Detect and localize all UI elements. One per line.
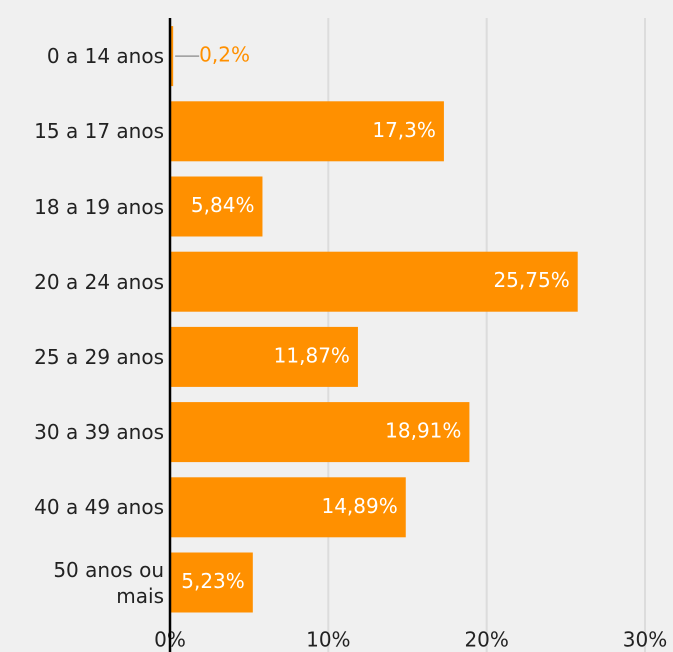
bar <box>170 101 444 162</box>
y-tick-label: 18 a 19 anos <box>34 194 164 219</box>
bar <box>170 402 470 463</box>
x-tick-label: 20% <box>464 628 508 652</box>
bar <box>170 26 174 87</box>
x-tick-label: 10% <box>306 628 350 652</box>
y-tick-label: 25 a 29 anos <box>34 344 164 369</box>
y-tick-label: 15 a 17 anos <box>34 119 164 144</box>
value-label: 5,84% <box>191 193 255 217</box>
bar <box>170 251 578 312</box>
value-label: 25,75% <box>493 268 569 292</box>
bar <box>170 477 406 538</box>
bar <box>170 176 263 237</box>
y-tick-label: 0 a 14 anos <box>46 44 164 69</box>
y-tick-label: 40 a 49 anos <box>34 495 164 520</box>
bar <box>170 552 253 613</box>
x-tick-label: 30% <box>623 628 667 652</box>
value-label: 5,23% <box>181 569 245 593</box>
y-tick-label: 50 anos ou mais <box>53 557 164 608</box>
value-label: 0,2% <box>199 43 250 67</box>
bar <box>170 326 358 387</box>
value-label: 14,89% <box>321 494 397 518</box>
value-label: 18,91% <box>385 419 461 443</box>
y-tick-label: 20 a 24 anos <box>34 269 164 294</box>
value-label: 11,87% <box>274 343 350 367</box>
value-label: 17,3% <box>372 118 436 142</box>
y-tick-label: 30 a 39 anos <box>34 420 164 445</box>
